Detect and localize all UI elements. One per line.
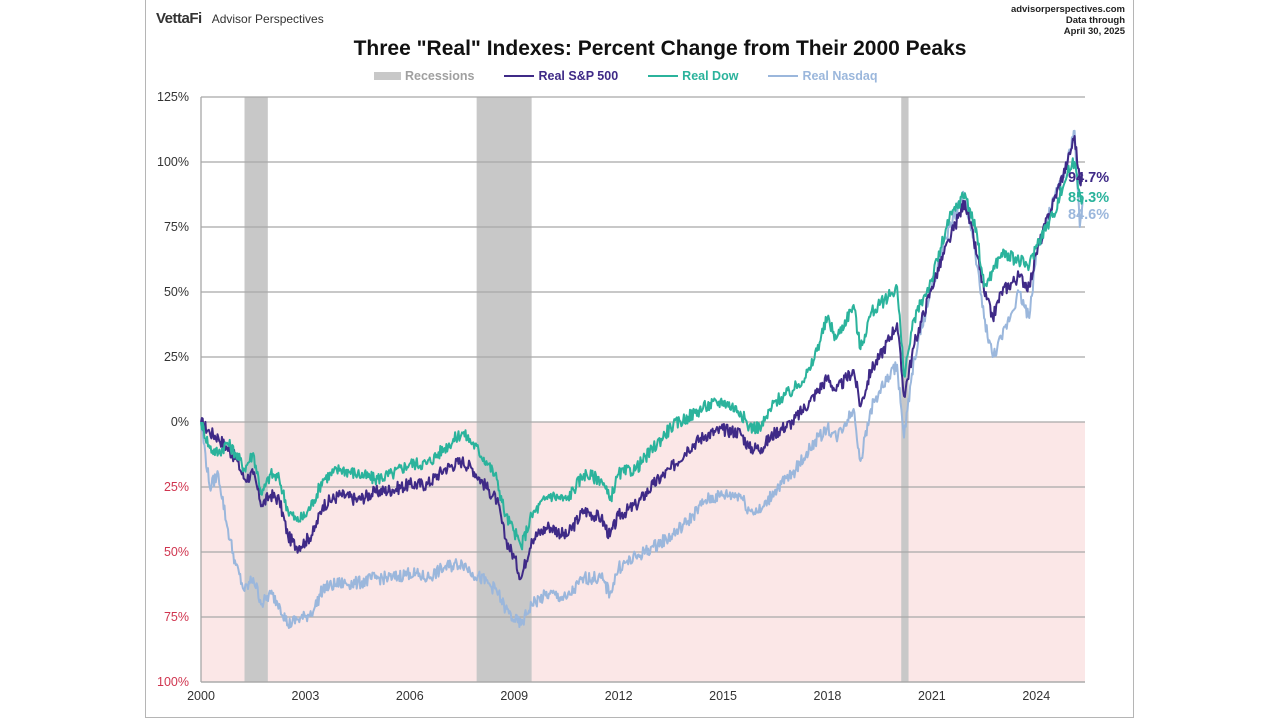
legend-label-sp500: Real S&P 500 <box>538 69 619 83</box>
y-tick-label: 25% <box>164 350 189 364</box>
data-through-label: Data through <box>1065 15 1125 26</box>
legend-item-sp500: Real S&P 500 <box>504 69 618 83</box>
end-value-label: 85.3% <box>1068 190 1109 206</box>
sp500-line-icon <box>504 75 535 77</box>
sp500-line <box>200 135 1084 581</box>
x-tick-label: 2024 <box>1022 689 1050 703</box>
tick-labels-layer: 125%100%75%50%25%0%25%50%75%100%2000 2003… <box>157 90 1109 703</box>
legend-item-recessions: Recessions <box>374 69 474 83</box>
y-tick-label: 100% <box>157 155 189 169</box>
dow-line <box>200 157 1084 551</box>
y-tick-label: 100% <box>157 675 189 689</box>
legend-label-dow: Real Dow <box>682 69 739 83</box>
x-tick-label: 2000 <box>187 689 215 703</box>
recession-layer <box>244 97 909 682</box>
legend-label-recessions: Recessions <box>405 69 475 83</box>
y-tick-label: 25% <box>164 480 189 494</box>
brand-name: Advisor Perspectives <box>211 12 324 26</box>
y-tick-label: 125% <box>157 90 189 104</box>
brand-header: VettaFi Advisor Perspectives <box>156 10 324 27</box>
legend: Recessions Real S&P 500 Real Dow Real Na… <box>374 69 877 83</box>
axes-layer <box>200 97 1085 683</box>
dow-line-icon <box>648 75 679 77</box>
x-tick-label: 2018 <box>814 689 842 703</box>
x-tick-label: 2021 <box>918 689 946 703</box>
source-site: advisorperspectives.com <box>1010 4 1125 15</box>
chart-title: Three "Real" Indexes: Percent Change fro… <box>353 37 967 60</box>
x-tick-label: 2009 <box>500 689 528 703</box>
source-info: advisorperspectives.com Data through Apr… <box>1011 4 1125 37</box>
x-tick-label: 2015 <box>709 689 737 703</box>
y-tick-label: 50% <box>164 545 189 559</box>
series-layer <box>200 129 1084 629</box>
end-value-label: 94.7% <box>1068 170 1109 186</box>
recession-band <box>244 97 268 682</box>
recession-swatch-icon <box>374 72 401 80</box>
x-tick-label: 2006 <box>396 689 424 703</box>
x-tick-label: 2003 <box>292 689 320 703</box>
y-tick-label: 75% <box>164 220 189 234</box>
nasdaq-line-icon <box>768 75 799 77</box>
end-value-label: 84.6% <box>1068 207 1109 223</box>
y-tick-label: 75% <box>164 610 189 624</box>
recession-band <box>476 97 532 682</box>
x-tick-label: 2012 <box>605 689 633 703</box>
data-through-date: April 30, 2025 <box>1063 26 1125 37</box>
y-tick-label: 50% <box>164 285 189 299</box>
legend-item-nasdaq: Real Nasdaq <box>768 69 877 83</box>
legend-label-nasdaq: Real Nasdaq <box>802 69 878 83</box>
y-tick-label: 0% <box>171 415 189 429</box>
vettafi-logo: VettaFi <box>156 10 202 27</box>
legend-item-dow: Real Dow <box>648 69 738 83</box>
